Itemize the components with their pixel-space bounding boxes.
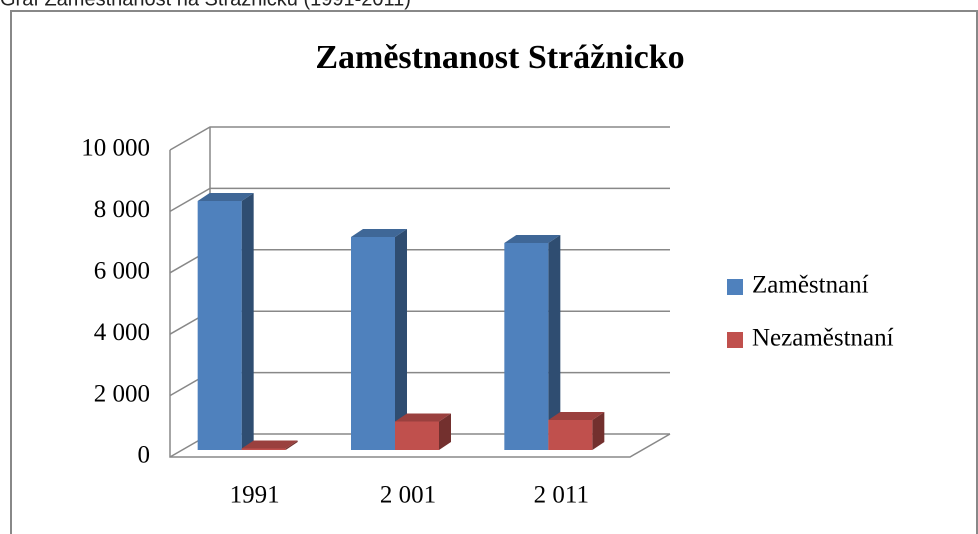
y-tick-label: 10 000: [81, 135, 150, 162]
bar: [395, 413, 451, 450]
bar: [548, 412, 605, 450]
y-tick-label: 4 000: [94, 319, 150, 346]
bar-face: [395, 413, 451, 422]
bar: [241, 440, 298, 450]
bar-face: [197, 201, 242, 450]
bar-face: [241, 448, 286, 450]
y-tick-label: 8 000: [94, 196, 150, 223]
axis-wall: [169, 150, 671, 458]
caption: Graf Zaměstnanost na Strážnicku (1991-20…: [0, 0, 411, 10]
bar-face: [241, 193, 254, 450]
x-tick-label: 2 011: [534, 482, 589, 509]
bar: [197, 193, 254, 450]
bar-face: [395, 229, 407, 450]
bar-face: [395, 421, 439, 450]
x-tick-label: 2 001: [380, 482, 436, 509]
bar: [351, 229, 407, 450]
bar-face: [351, 237, 395, 450]
bar-face: [548, 235, 561, 450]
grid-line: [169, 126, 670, 151]
bar-face: [504, 235, 561, 243]
bar-face: [592, 412, 605, 450]
y-tick-label: 0: [138, 442, 151, 469]
y-tick-label: 6 000: [94, 258, 150, 285]
x-tick-label: 1991: [230, 482, 280, 509]
bar-face: [548, 420, 593, 450]
bar-face: [285, 440, 298, 450]
chart-title: Zaměstnanost Strážnicko: [315, 39, 684, 76]
bar-face: [241, 440, 298, 449]
legend-swatch: [727, 279, 743, 295]
legend-label: Nezaměstnaní: [752, 325, 894, 352]
y-tick-label: 2 000: [94, 380, 150, 407]
bar-face: [197, 193, 254, 201]
legend-swatch: [727, 332, 743, 348]
bar-face: [439, 413, 451, 450]
bar-face: [504, 243, 549, 450]
bar: [504, 235, 561, 450]
legend-label: Zaměstnaní: [752, 272, 869, 299]
grid-line: [169, 187, 670, 213]
bar-face: [351, 229, 407, 237]
bar-face: [548, 412, 605, 420]
